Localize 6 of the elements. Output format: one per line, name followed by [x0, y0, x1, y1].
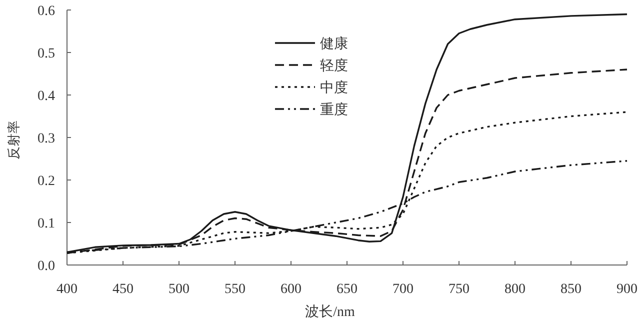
legend-label: 健康 — [320, 36, 348, 52]
x-axis-title: 波长/nm — [305, 304, 355, 320]
y-axis-title: 反射率 — [6, 120, 21, 160]
legend-label: 中度 — [320, 80, 348, 96]
legend-label: 重度 — [320, 102, 348, 118]
legend-label: 轻度 — [320, 58, 348, 74]
